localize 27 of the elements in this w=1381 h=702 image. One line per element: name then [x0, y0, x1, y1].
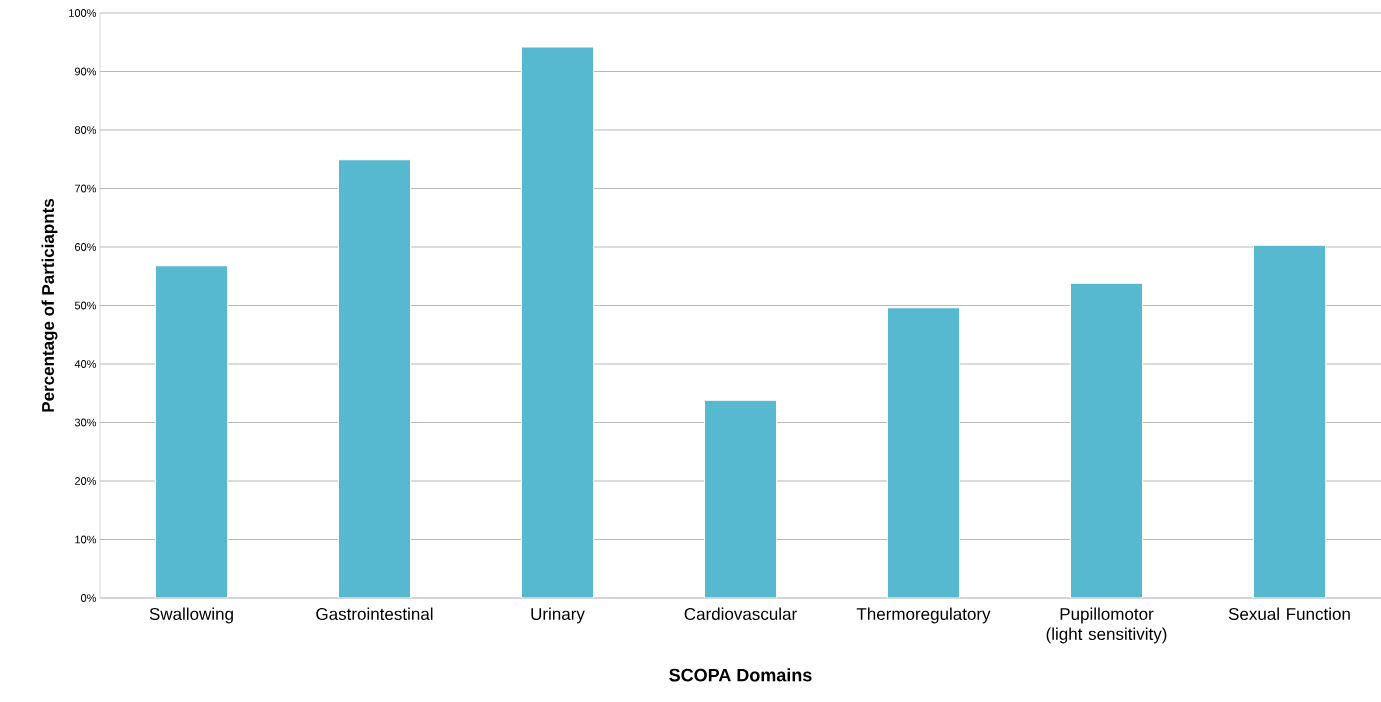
bar [521, 46, 594, 598]
bar [1253, 244, 1326, 598]
y-tick-label: 10% [75, 535, 97, 544]
y-tick-label: 50% [74, 301, 97, 310]
y-tick-label: 90% [74, 67, 97, 76]
y-tick-label: 80% [74, 126, 97, 134]
x-tick-label: Cardiovascular [684, 607, 797, 621]
bar [704, 399, 778, 598]
y-tick-label: 70% [75, 184, 97, 193]
y-axis-title: Percentage of Particiapnts [41, 198, 58, 412]
bar [338, 159, 411, 598]
x-tick-label: Pupillomotor (light sensitivity) [1046, 607, 1167, 644]
x-tick-label: Sexual Function [1228, 607, 1350, 621]
x-axis-title: SCOPA Domains [669, 668, 812, 682]
y-tick-label: 0% [81, 594, 97, 602]
y-tick-label: 60% [75, 243, 97, 251]
y-tick-label: 100% [69, 9, 97, 17]
bar [155, 265, 228, 598]
bar [1070, 282, 1144, 598]
x-tick-label: Thermoregulatory [856, 607, 991, 624]
x-tick-label: Urinary [531, 607, 585, 624]
x-tick-label: Swallowing [149, 607, 233, 624]
x-tick-label: Gastrointestinal [316, 607, 433, 621]
y-tick-label: 40% [74, 360, 97, 368]
bar [887, 307, 961, 598]
y-tick-label: 30% [74, 418, 97, 427]
y-tick-label: 20% [75, 477, 97, 485]
